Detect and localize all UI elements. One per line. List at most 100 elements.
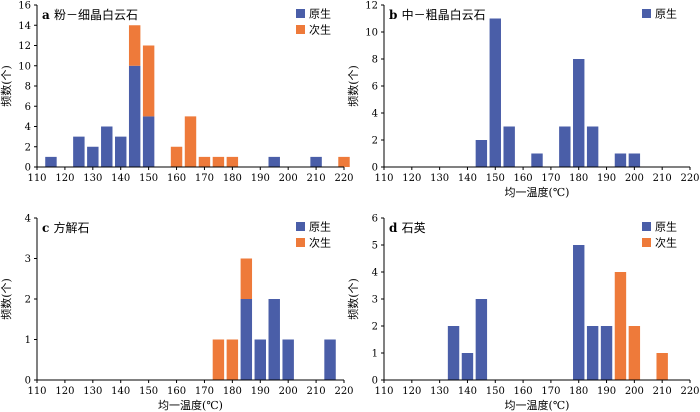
y-tick-label: 16 (18, 1, 31, 12)
x-tick-label: 150 (139, 173, 158, 184)
bar-c-s0-215 (324, 339, 336, 380)
y-axis-title: 频数(个) (0, 278, 13, 320)
x-tick-label: 160 (167, 173, 186, 184)
bar-b-s0-165 (531, 153, 543, 167)
y-tick-label: 2 (25, 295, 31, 306)
bar-a-s0-210 (310, 156, 322, 168)
panel-name: 中－粗晶白云石 (402, 7, 486, 22)
x-tick-label: 180 (569, 173, 588, 184)
bar-a-s0-195 (268, 156, 280, 168)
bar-b-s0-180 (573, 59, 585, 167)
y-tick-label: 3 (372, 295, 378, 306)
x-tick-label: 150 (486, 173, 505, 184)
x-axis-title: 均一温度(℃) (158, 398, 223, 412)
y-tick-label: 4 (25, 214, 31, 225)
y-tick-label: 6 (25, 102, 31, 113)
legend-label: 次生 (309, 23, 331, 37)
chart-panel-d: 110 120 130 140 150 160 170 180 190 200 210 220 0 1 2 3… (346, 214, 700, 412)
x-tick-label: 180 (223, 173, 242, 184)
panel-title: b 中－粗晶白云石 (389, 7, 486, 22)
y-axis-title: 频数(个) (0, 65, 13, 107)
legend-swatch (296, 25, 305, 34)
y-tick-label: 5 (372, 241, 378, 252)
bar-d-s1-210 (656, 353, 668, 380)
bar-b-s0-145 (475, 140, 488, 167)
bar-a-s1-160 (170, 146, 183, 167)
bar-a-s0-130 (87, 146, 99, 167)
x-tick-label: 150 (139, 386, 158, 397)
panel-letter: a (42, 8, 54, 22)
y-tick-label: 1 (25, 335, 31, 346)
x-tick-label: 220 (334, 173, 353, 184)
x-tick-label: 140 (458, 173, 477, 184)
x-tick-label: 180 (569, 386, 588, 397)
x-tick-label: 160 (514, 173, 533, 184)
panel-letter: c (42, 221, 53, 235)
y-tick-label: 8 (25, 82, 31, 93)
bar-c-s1-185 (240, 258, 253, 299)
panel-letter: b (389, 8, 402, 22)
bar-c-s0-195 (268, 299, 280, 380)
panel-letter: d (389, 221, 402, 235)
bar-a-s1-145 (128, 25, 141, 66)
x-axis-title: 均一温度(℃) (505, 185, 570, 199)
x-tick-label: 190 (251, 386, 270, 397)
x-tick-label: 140 (111, 386, 130, 397)
x-tick-label: 200 (625, 386, 644, 397)
x-tick-label: 200 (279, 173, 298, 184)
chart-panel-c: 110 120 130 140 150 160 170 180 190 200 210 220 0 1 2 3… (0, 214, 354, 412)
bar-d-s1-200 (628, 326, 641, 380)
panel-title: d 石英 (389, 221, 426, 235)
x-tick-label: 220 (334, 386, 353, 397)
x-tick-label: 120 (55, 173, 74, 184)
panel-title: c 方解石 (42, 220, 90, 235)
bar-a-s1-175 (212, 156, 225, 168)
bar-a-s0-115 (45, 156, 57, 168)
legend-swatch (642, 238, 651, 247)
x-tick-label: 130 (83, 386, 102, 397)
x-tick-label: 110 (27, 173, 46, 184)
x-tick-label: 210 (653, 173, 672, 184)
x-tick-label: 190 (597, 173, 616, 184)
y-tick-label: 0 (372, 376, 378, 387)
x-tick-label: 170 (541, 173, 560, 184)
x-tick-label: 170 (541, 386, 560, 397)
x-tick-label: 110 (374, 173, 393, 184)
y-tick-label: 4 (25, 122, 31, 133)
panel-name: 石英 (402, 221, 426, 235)
x-axis-title: 均一温度(℃) (505, 398, 570, 412)
x-tick-label: 170 (195, 386, 214, 397)
x-tick-label: 130 (430, 173, 449, 184)
x-tick-label: 210 (307, 386, 326, 397)
y-tick-label: 2 (372, 322, 378, 333)
x-tick-label: 200 (279, 386, 298, 397)
panel-title: a 粉－细晶白云石 (42, 7, 138, 22)
bar-b-s0-155 (503, 126, 515, 167)
x-tick-label: 150 (486, 386, 505, 397)
x-tick-label: 160 (514, 386, 533, 397)
x-tick-label: 120 (55, 386, 74, 397)
legend-label: 次生 (655, 236, 677, 250)
x-tick-label: 110 (374, 386, 393, 397)
bar-d-s0-140 (461, 353, 474, 380)
chart-panel-a: 110 120 130 140 150 160 170 180 190 200 210 220 0 2 4 6… (0, 1, 354, 185)
bar-d-s0-185 (586, 326, 599, 380)
panel-name: 方解石 (53, 220, 89, 235)
bar-d-s0-190 (600, 326, 613, 380)
y-tick-label: 6 (372, 82, 378, 93)
y-tick-label: 2 (25, 142, 31, 153)
bar-b-s0-175 (559, 126, 571, 167)
bar-c-s1-175 (212, 339, 225, 380)
bar-a-s0-140 (115, 136, 127, 168)
x-tick-label: 130 (430, 386, 449, 397)
x-tick-label: 130 (83, 173, 102, 184)
y-tick-label: 4 (372, 109, 378, 120)
bar-a-s1-180 (226, 156, 239, 168)
y-tick-label: 0 (372, 163, 378, 174)
y-tick-label: 3 (25, 254, 31, 265)
y-tick-label: 0 (25, 376, 31, 387)
bar-c-s0-185 (240, 299, 253, 380)
bar-a-s1-220 (338, 156, 350, 168)
x-tick-label: 120 (402, 173, 421, 184)
bar-a-s0-125 (73, 136, 85, 168)
